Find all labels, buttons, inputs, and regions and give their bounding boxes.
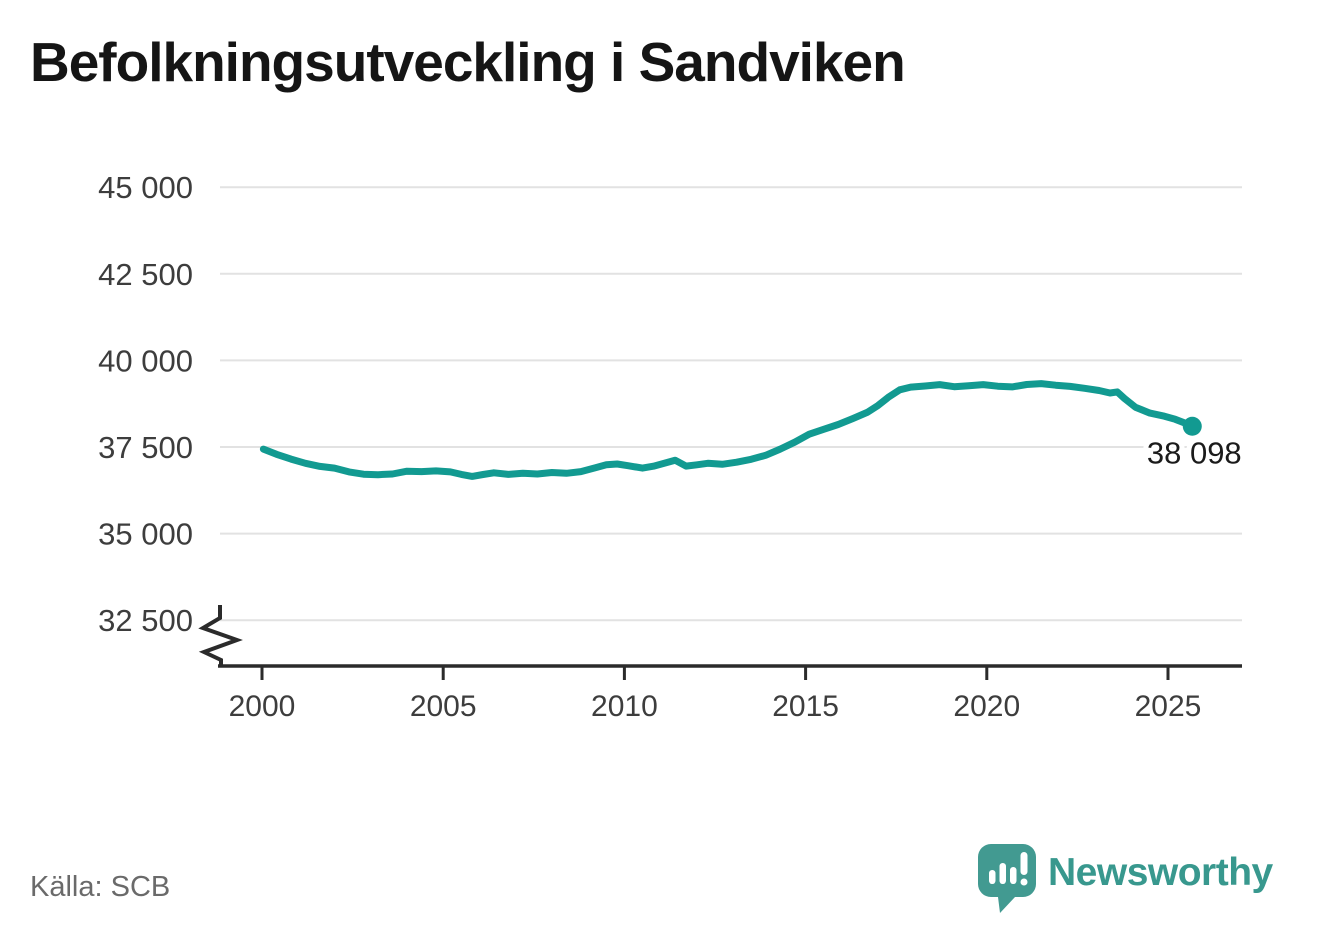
newsworthy-icon	[978, 844, 1036, 913]
source-label: Källa: SCB	[30, 871, 171, 903]
x-axis-tick-label: 2025	[1135, 690, 1202, 723]
y-axis-tick-label: 37 500	[98, 430, 193, 465]
newsworthy-wordmark: Newsworthy	[1048, 851, 1273, 894]
series-end-dot	[1182, 416, 1202, 436]
y-axis-tick-label: 45 000	[98, 170, 193, 205]
y-axis-tick-label: 35 000	[98, 517, 193, 552]
x-axis-tick-label: 2015	[772, 690, 839, 723]
axis-break-icon	[198, 605, 243, 665]
x-axis-tick-label: 2010	[591, 690, 658, 723]
y-axis-tick-label: 40 000	[98, 343, 193, 378]
population-line-series	[259, 380, 1196, 480]
series-end-value-label: 38 098	[1147, 435, 1242, 470]
y-axis-tick-label: 42 500	[98, 257, 193, 292]
x-axis-tick-label: 2005	[410, 690, 477, 723]
chart-title: Befolkningsutveckling i Sandviken	[30, 31, 906, 93]
newsworthy-logo: Newsworthy	[978, 844, 1273, 918]
y-axis-tick-label: 32 500	[98, 603, 193, 638]
x-axis-tick-label: 2000	[229, 690, 296, 723]
x-axis-tick-label: 2020	[953, 690, 1020, 723]
